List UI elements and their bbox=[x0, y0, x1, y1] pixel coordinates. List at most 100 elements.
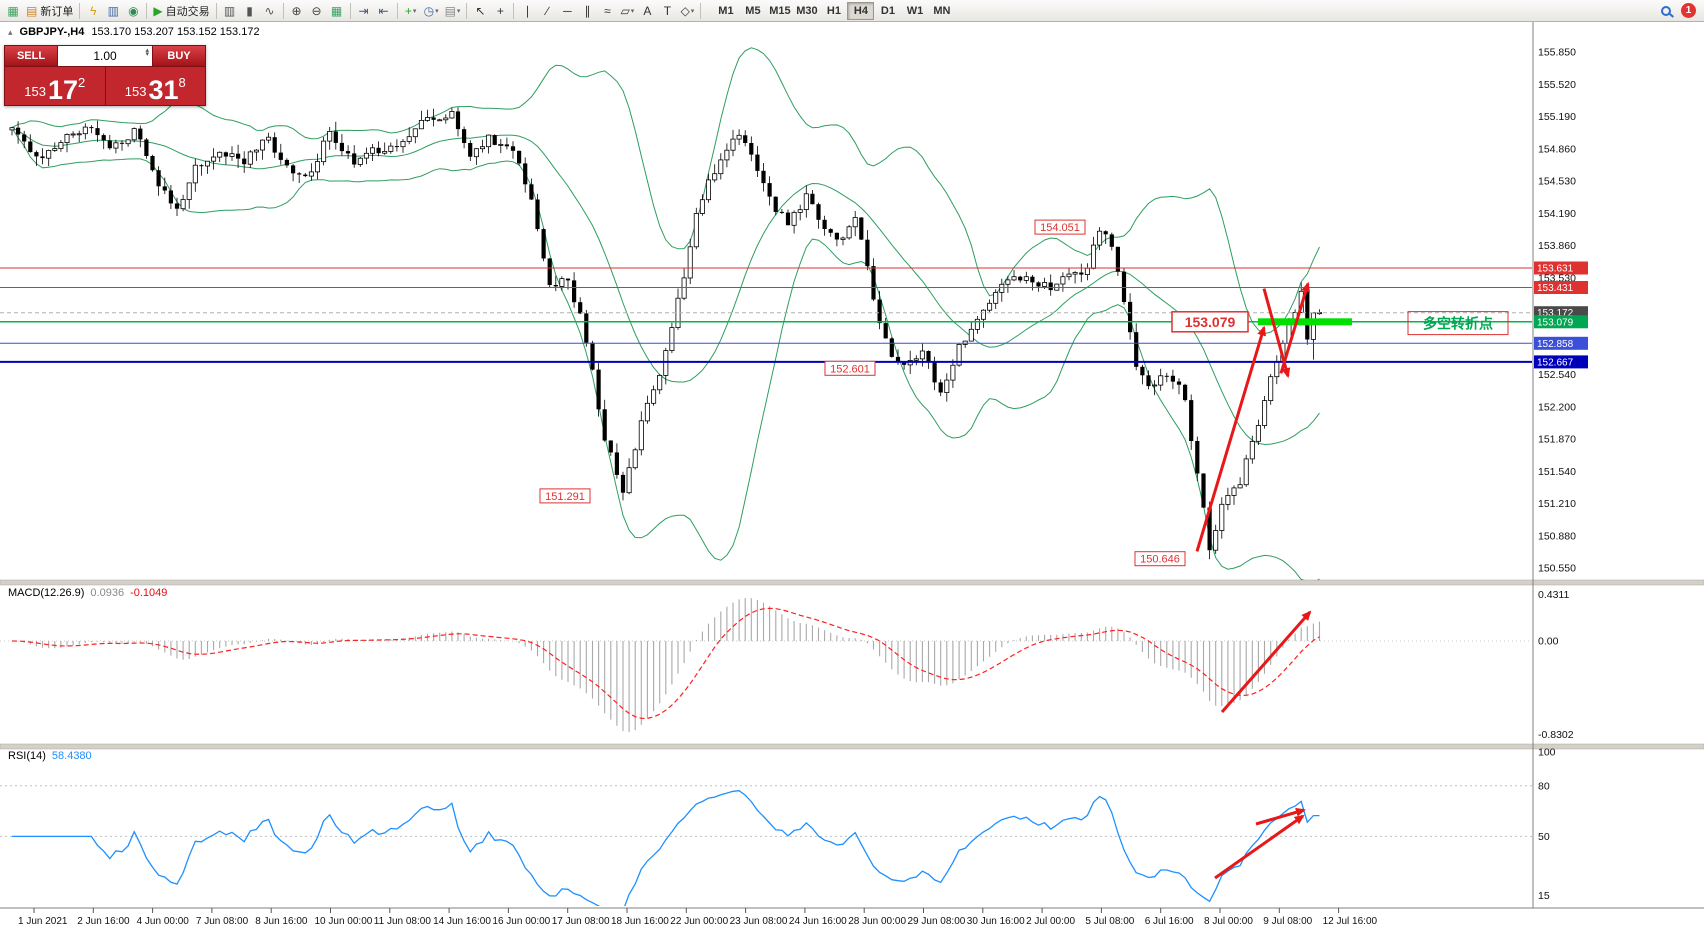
auto-trading-button[interactable]: ▶ 自动交易 bbox=[150, 1, 212, 21]
ask-price[interactable]: 153 31 8 bbox=[106, 67, 206, 105]
timeframe-group: M1 M5 M15 M30 H1 H4 D1 W1 MN bbox=[712, 1, 955, 20]
horizontal-line-icon: ─ bbox=[563, 3, 572, 18]
sell-button[interactable]: SELL bbox=[5, 46, 57, 66]
bull-candle bbox=[192, 164, 198, 184]
bear-candle bbox=[144, 139, 149, 156]
svg-text:8 Jun 16:00: 8 Jun 16:00 bbox=[255, 916, 308, 927]
svg-text:0.4311: 0.4311 bbox=[1538, 589, 1569, 601]
bull-candle bbox=[211, 156, 217, 162]
bull-candle bbox=[1011, 276, 1017, 281]
macd-panel bbox=[0, 598, 1532, 732]
zoom-out-button[interactable]: ⊖ bbox=[307, 1, 327, 21]
cursor-button[interactable]: ↖ bbox=[470, 1, 490, 21]
collapse-panel-icon[interactable]: ▴ bbox=[8, 26, 13, 37]
market-watch-button[interactable]: ϟ bbox=[83, 1, 103, 21]
shapes-button[interactable]: ▱ ▾ bbox=[617, 1, 637, 21]
bull-candle bbox=[657, 374, 663, 391]
timeframe-h1[interactable]: H1 bbox=[826, 4, 841, 17]
indicators-button[interactable]: + ▾ bbox=[401, 1, 421, 21]
tile-windows-button[interactable]: ▦ bbox=[327, 1, 347, 21]
bear-candle bbox=[468, 143, 473, 157]
notification-badge[interactable]: 1 bbox=[1681, 3, 1696, 18]
bull-candle bbox=[919, 350, 925, 360]
candlestick-chart-button[interactable]: ▮ bbox=[240, 1, 260, 21]
vertical-line-button[interactable]: ∣ bbox=[517, 1, 537, 21]
timeframe-w1[interactable]: W1 bbox=[906, 4, 924, 17]
timeframe-d1[interactable]: D1 bbox=[880, 4, 895, 17]
bull-candle bbox=[1158, 375, 1164, 386]
equidistant-channel-button[interactable]: ∥ bbox=[577, 1, 597, 21]
text-icon: A bbox=[643, 3, 652, 18]
timeframe-m15[interactable]: M15 bbox=[769, 4, 791, 17]
timeframe-h4[interactable]: H4 bbox=[847, 1, 875, 20]
text-label-button[interactable]: T bbox=[657, 1, 677, 21]
bear-candle bbox=[938, 382, 943, 393]
chart-shift-button[interactable]: ⇤ bbox=[374, 1, 394, 21]
bull-candle bbox=[70, 133, 76, 136]
svg-text:50: 50 bbox=[1538, 831, 1550, 843]
bull-candle bbox=[400, 140, 406, 148]
svg-text:155.520: 155.520 bbox=[1538, 79, 1576, 91]
trend-arrow bbox=[1279, 281, 1311, 374]
zoom-in-button[interactable]: ⊕ bbox=[287, 1, 307, 21]
search-button[interactable] bbox=[1656, 1, 1676, 21]
bull-candle bbox=[125, 139, 131, 145]
timeframe-m5[interactable]: M5 bbox=[745, 4, 761, 17]
bull-candle bbox=[669, 327, 675, 352]
candlestick-chart-icon: ▮ bbox=[246, 3, 253, 18]
fibonacci-button[interactable]: ≈ bbox=[597, 1, 617, 21]
equidistant-channel-icon: ∥ bbox=[584, 3, 591, 18]
line-chart-button[interactable]: ∿ bbox=[260, 1, 280, 21]
svg-text:28 Jun 00:00: 28 Jun 00:00 bbox=[848, 916, 906, 927]
bull-candle bbox=[638, 420, 644, 451]
bear-candle bbox=[278, 152, 283, 160]
timeframe-mn[interactable]: MN bbox=[933, 4, 951, 17]
new-chart-button[interactable]: ▦ bbox=[3, 1, 23, 21]
indicators-icon: + bbox=[404, 3, 412, 18]
bear-candle bbox=[1140, 366, 1145, 376]
volume-input[interactable]: 1.00 ▴ ▾ bbox=[57, 46, 153, 66]
toolbar-separator bbox=[396, 2, 398, 19]
line-chart-icon: ∿ bbox=[264, 3, 275, 18]
candle-wicks bbox=[11, 107, 1320, 560]
toolbar-separator bbox=[700, 2, 702, 19]
bear-candle bbox=[345, 151, 351, 154]
svg-text:154.530: 154.530 bbox=[1538, 176, 1576, 188]
bear-candle bbox=[1079, 272, 1084, 275]
bear-candle bbox=[107, 140, 112, 149]
periods-button[interactable]: ◷ ▾ bbox=[421, 1, 442, 21]
bear-candle bbox=[89, 127, 94, 129]
price-display-row: 153 17 2 153 31 8 bbox=[5, 67, 205, 105]
bar-chart-button[interactable]: ▥ bbox=[220, 1, 240, 21]
new-order-button[interactable]: ▤ 新订单 bbox=[23, 1, 76, 21]
buy-button[interactable]: BUY bbox=[153, 46, 205, 66]
new-order-button-label: 新订单 bbox=[40, 5, 74, 18]
svg-text:17 Jun 08:00: 17 Jun 08:00 bbox=[552, 916, 610, 927]
navigator-button[interactable]: ◉ bbox=[123, 1, 143, 21]
bull-candle bbox=[1072, 272, 1078, 275]
bull-candle bbox=[82, 126, 88, 135]
templates-button[interactable]: ▤ ▾ bbox=[442, 1, 464, 21]
crosshair-button[interactable]: + bbox=[490, 1, 510, 21]
auto-scroll-button[interactable]: ⇥ bbox=[354, 1, 374, 21]
timeframe-m1[interactable]: M1 bbox=[718, 4, 734, 17]
svg-text:153.079: 153.079 bbox=[1185, 314, 1236, 330]
arrows-button[interactable]: ◇ ▾ bbox=[677, 1, 697, 21]
bull-candle bbox=[852, 217, 858, 228]
timeframe-m30[interactable]: M30 bbox=[796, 4, 818, 17]
bear-candle bbox=[547, 258, 552, 285]
toolbar-separator bbox=[282, 2, 284, 19]
data-window-button[interactable]: ▥ bbox=[103, 1, 123, 21]
horizontal-line-button[interactable]: ─ bbox=[557, 1, 577, 21]
text-button[interactable]: A bbox=[637, 1, 657, 21]
macd-trend-arrow bbox=[1220, 610, 1312, 713]
bull-candle bbox=[131, 128, 137, 141]
bull-candle bbox=[363, 152, 369, 159]
trendline-button[interactable]: ∕ bbox=[537, 1, 557, 21]
one-click-trading-widget: SELL 1.00 ▴ ▾ BUY 153 17 2 153 31 8 bbox=[4, 45, 206, 106]
symbol-title: GBPJPY-,H4 bbox=[19, 26, 85, 38]
svg-text:153.431: 153.431 bbox=[1537, 283, 1574, 294]
volume-spinner-icon[interactable]: ▴ ▾ bbox=[145, 47, 149, 59]
bid-price[interactable]: 153 17 2 bbox=[5, 67, 106, 105]
